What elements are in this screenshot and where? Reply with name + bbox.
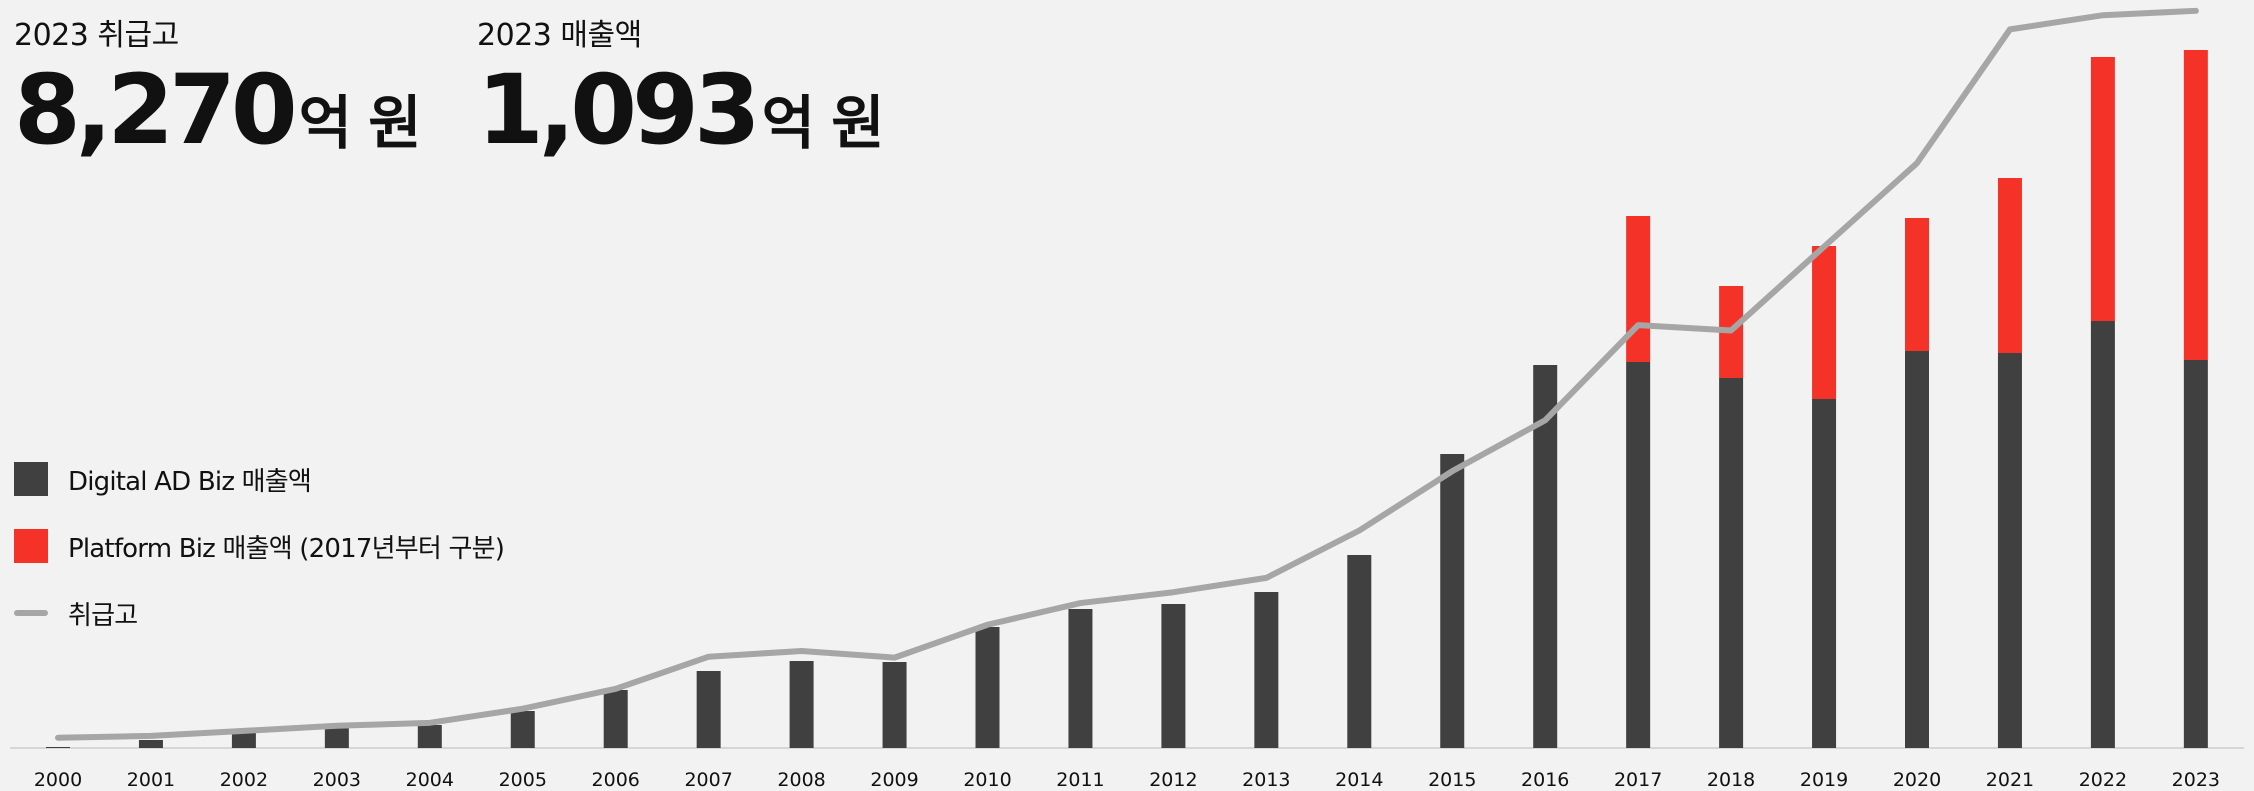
legend-label-digital-ad: Digital AD Biz 매출액 (68, 466, 312, 497)
legend-item-platform: Platform Biz 매출액 (2017년부터 구분) (14, 529, 505, 564)
x-tick-label: 2011 (1056, 769, 1104, 791)
bar-digital-ad-2022 (2090, 321, 2115, 748)
legend-label-handling: 취급고 (68, 600, 138, 631)
x-tick-label: 2017 (1614, 769, 1662, 791)
bar-platform-2022 (2090, 57, 2115, 321)
x-tick-label: 2005 (499, 769, 547, 791)
x-tick-label: 2012 (1149, 769, 1197, 791)
bar-digital-ad-2016 (1533, 365, 1558, 748)
stat-handling-amount: 2023 취급고 8,270 억 원 (14, 10, 422, 160)
bar-platform-2023 (2183, 50, 2208, 360)
bar-digital-ad-2011 (1068, 609, 1093, 748)
line-handling (55, 7, 2199, 741)
bar-digital-ad-2023 (2183, 360, 2208, 748)
bar-platform-2020 (1905, 218, 1929, 351)
legend-item-handling: 취급고 (14, 596, 504, 631)
x-tick-label: 2007 (684, 769, 732, 791)
stat-revenue: 2023 매출액 1,093 억 원 (477, 10, 885, 160)
bar-digital-ad-2003 (324, 727, 349, 748)
x-tick-label: 2004 (406, 769, 454, 791)
x-tick-label: 2001 (127, 769, 175, 791)
bar-digital-ad-2012 (1161, 604, 1186, 748)
bar-digital-ad-2013 (1254, 592, 1279, 748)
bar-digital-ad-2002 (231, 732, 256, 748)
bar-digital-ad-2001 (138, 740, 163, 748)
x-tick-label: 2023 (2172, 769, 2220, 791)
stat-handling-unit: 억 원 (298, 89, 422, 157)
stat-handling-label: 2023 취급고 (14, 18, 179, 53)
bar-digital-ad-2000 (46, 747, 70, 748)
x-tick-label: 2008 (777, 769, 825, 791)
legend-swatch-platform (14, 529, 48, 563)
bar-platform-2021 (1997, 178, 2022, 353)
stat-revenue-label: 2023 매출액 (477, 18, 642, 53)
bar-digital-ad-2015 (1440, 454, 1465, 748)
bar-digital-ad-2019 (1812, 399, 1837, 748)
x-tick-label: 2002 (220, 769, 268, 791)
bar-digital-ad-2018 (1719, 378, 1744, 748)
bar-digital-ad-2020 (1905, 351, 1929, 748)
x-tick-label: 2014 (1335, 769, 1383, 791)
legend-line-handling (14, 610, 48, 616)
bar-digital-ad-2009 (882, 662, 907, 748)
x-tick-label: 2000 (34, 769, 82, 791)
bar-digital-ad-2006 (603, 690, 628, 748)
bar-digital-ad-2008 (789, 661, 814, 748)
bar-digital-ad-2007 (696, 671, 721, 748)
stat-revenue-value: 1,093 (477, 54, 761, 166)
legend-swatch-digital-ad (14, 462, 48, 496)
bar-digital-ad-2017 (1626, 362, 1651, 748)
bar-digital-ad-2014 (1347, 555, 1372, 748)
legend-item-digital-ad: Digital AD Biz 매출액 (14, 462, 504, 497)
x-tick-label: 2016 (1521, 769, 1569, 791)
stat-handling-value-row: 8,270 억 원 (14, 62, 422, 160)
stat-revenue-value-row: 1,093 억 원 (477, 62, 885, 160)
x-tick-label: 2009 (870, 769, 918, 791)
x-tick-label: 2013 (1242, 769, 1290, 791)
x-tick-label: 2015 (1428, 769, 1476, 791)
legend-label-platform: Platform Biz 매출액 (2017년부터 구분) (68, 533, 505, 564)
bar-digital-ad-2021 (1997, 353, 2022, 748)
bar-digital-ad-2004 (417, 725, 442, 748)
bar-platform-2019 (1812, 246, 1837, 399)
x-tick-label: 2010 (963, 769, 1011, 791)
x-tick-label: 2020 (1893, 769, 1941, 791)
bar-digital-ad-2010 (975, 627, 1000, 748)
x-tick-label: 2003 (313, 769, 361, 791)
bar-digital-ad-2005 (510, 711, 535, 748)
x-tick-label: 2022 (2079, 769, 2127, 791)
x-tick-label: 2019 (1800, 769, 1848, 791)
stat-revenue-unit: 억 원 (761, 89, 885, 157)
chart-legend: Digital AD Biz 매출액 Platform Biz 매출액 (201… (14, 462, 505, 663)
stat-handling-value: 8,270 (14, 54, 298, 166)
x-tick-label: 2006 (592, 769, 640, 791)
x-tick-label: 2018 (1707, 769, 1755, 791)
bar-platform-2017 (1626, 216, 1651, 362)
x-tick-label: 2021 (1986, 769, 2034, 791)
